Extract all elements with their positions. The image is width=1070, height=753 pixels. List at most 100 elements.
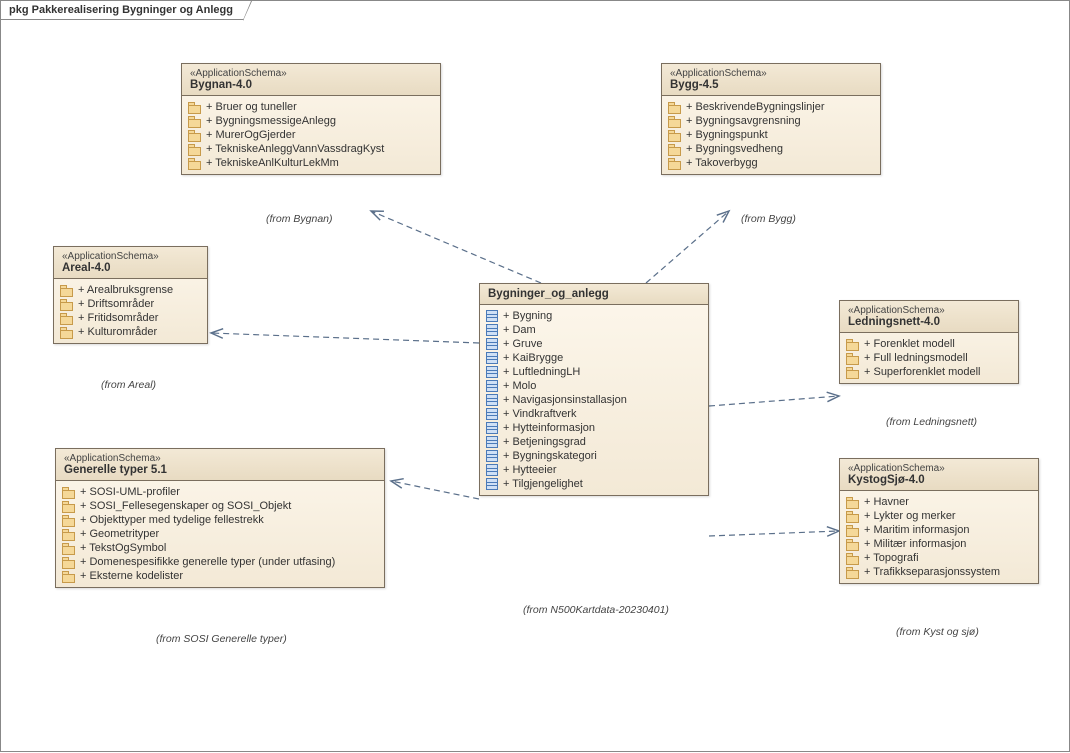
item-label: + Dam [503, 324, 536, 336]
item-label: + Gruve [503, 338, 542, 350]
item-label: + Bygningspunkt [686, 129, 768, 141]
folder-icon [62, 487, 75, 498]
uml-package-areal: «ApplicationSchema»Areal-4.0+ Arealbruks… [53, 246, 208, 344]
item-label: + Driftsområder [78, 298, 154, 310]
item-label: + Bruer og tuneller [206, 101, 297, 113]
uml-package-bygnan: «ApplicationSchema»Bygnan-4.0 + Bruer og … [181, 63, 441, 175]
package-item: + Molo [486, 379, 702, 393]
realization-edge [391, 481, 479, 499]
class-icon [486, 366, 498, 378]
realization-edge [709, 396, 839, 406]
folder-icon [188, 130, 201, 141]
from-note: (from Kyst og sjø) [896, 626, 979, 638]
package-body: + Arealbruksgrense+ Driftsområder+ Friti… [54, 279, 207, 343]
item-label: + Superforenklet modell [864, 366, 980, 378]
stereotype-label: «ApplicationSchema» [64, 453, 376, 464]
package-item: + Bygningspunkt [668, 128, 874, 142]
item-label: + Militær informasjon [864, 538, 966, 550]
item-label: + Lykter og merker [864, 510, 956, 522]
item-label: + Trafikkseparasjonssystem [864, 566, 1000, 578]
package-body: + Bygning+ Dam+ Gruve+ KaiBrygge+ Luftle… [480, 305, 708, 495]
package-item: + Arealbruksgrense [60, 283, 201, 297]
package-item: + Bygningsavgrensning [668, 114, 874, 128]
item-label: + Geometrityper [80, 528, 159, 540]
item-label: + TekstOgSymbol [80, 542, 166, 554]
package-title: Ledningsnett-4.0 [848, 316, 1010, 328]
item-label: + Eksterne kodelister [80, 570, 183, 582]
package-title: Areal-4.0 [62, 262, 199, 274]
package-body: + SOSI-UML-profiler+ SOSI_Fellesegenskap… [56, 481, 384, 587]
uml-package-generelle: «ApplicationSchema»Generelle typer 5.1+ … [55, 448, 385, 588]
item-label: + BeskrivendeBygningslinjer [686, 101, 825, 113]
folder-icon [846, 567, 859, 578]
folder-icon [846, 511, 859, 522]
package-item: + Bruer og tuneller [188, 100, 434, 114]
package-item: + Vindkraftverk [486, 407, 702, 421]
folder-icon [60, 285, 73, 296]
package-header: «ApplicationSchema»Bygnan-4.0 [182, 64, 440, 96]
package-item: + Bygningskategori [486, 449, 702, 463]
folder-icon [668, 158, 681, 169]
package-item: + SOSI-UML-profiler [62, 485, 378, 499]
package-item: + Takoverbygg [668, 156, 874, 170]
package-item: + BeskrivendeBygningslinjer [668, 100, 874, 114]
package-item: + Militær informasjon [846, 537, 1032, 551]
folder-icon [188, 158, 201, 169]
package-item: + Objekttyper med tydelige fellestrekk [62, 513, 378, 527]
item-label: + TekniskeAnleggVannVassdragKyst [206, 143, 384, 155]
package-header: «ApplicationSchema»Generelle typer 5.1 [56, 449, 384, 481]
package-title: Bygnan-4.0 [190, 79, 432, 91]
realization-edge [371, 211, 541, 283]
stereotype-label: «ApplicationSchema» [848, 305, 1010, 316]
package-item: + Betjeningsgrad [486, 435, 702, 449]
from-note: (from N500Kartdata-20230401) [523, 604, 669, 616]
package-item: + Hytteinformasjon [486, 421, 702, 435]
item-label: + Molo [503, 380, 536, 392]
package-item: + TekniskeAnlKulturLekMm [188, 156, 434, 170]
item-label: + Betjeningsgrad [503, 436, 586, 448]
package-item: + BygningsmessigeAnlegg [188, 114, 434, 128]
stereotype-label: «ApplicationSchema» [848, 463, 1030, 474]
package-item: + TekniskeAnleggVannVassdragKyst [188, 142, 434, 156]
package-item: + TekstOgSymbol [62, 541, 378, 555]
stereotype-label: «ApplicationSchema» [190, 68, 432, 79]
folder-icon [62, 571, 75, 582]
package-body: + Havner+ Lykter og merker + Maritim info… [840, 491, 1038, 583]
class-icon [486, 380, 498, 392]
package-item: + Topografi [846, 551, 1032, 565]
package-item: + Full ledningsmodell [846, 351, 1012, 365]
package-item: + Havner [846, 495, 1032, 509]
stereotype-label: «ApplicationSchema» [670, 68, 872, 79]
uml-package-kystog: «ApplicationSchema»KystogSjø-4.0+ Havner… [839, 458, 1039, 584]
package-item: + LuftledningLH [486, 365, 702, 379]
package-item: + Superforenklet modell [846, 365, 1012, 379]
package-body: + Forenklet modell+ Full ledningsmodell +… [840, 333, 1018, 383]
stereotype-label: «ApplicationSchema» [62, 251, 199, 262]
package-item: + Gruve [486, 337, 702, 351]
uml-package-bygg: «ApplicationSchema»Bygg-4.5+ Beskrivende… [661, 63, 881, 175]
package-item: + KaiBrygge [486, 351, 702, 365]
class-icon [486, 352, 498, 364]
class-icon [486, 478, 498, 490]
item-label: + Maritim informasjon [864, 524, 969, 536]
item-label: + Domenespesifikke generelle typer (unde… [80, 556, 335, 568]
folder-icon [668, 144, 681, 155]
folder-icon [846, 539, 859, 550]
package-item: + Trafikkseparasjonssystem [846, 565, 1032, 579]
item-label: + TekniskeAnlKulturLekMm [206, 157, 339, 169]
uml-package-lednings: «ApplicationSchema»Ledningsnett-4.0+ For… [839, 300, 1019, 384]
realization-edge [646, 211, 729, 283]
item-label: + Tilgjengelighet [503, 478, 583, 490]
package-item: + Forenklet modell [846, 337, 1012, 351]
item-label: + Bygningsavgrensning [686, 115, 801, 127]
package-item: + MurerOgGjerder [188, 128, 434, 142]
item-label: + Full ledningsmodell [864, 352, 968, 364]
package-header: «ApplicationSchema»Areal-4.0 [54, 247, 207, 279]
item-label: + Objekttyper med tydelige fellestrekk [80, 514, 264, 526]
item-label: + Vindkraftverk [503, 408, 576, 420]
item-label: + Kulturområder [78, 326, 157, 338]
package-header: «ApplicationSchema»Ledningsnett-4.0 [840, 301, 1018, 333]
package-item: + SOSI_Fellesegenskaper og SOSI_Objekt [62, 499, 378, 513]
package-item: + Maritim informasjon [846, 523, 1032, 537]
package-item: + Bygningsvedheng [668, 142, 874, 156]
